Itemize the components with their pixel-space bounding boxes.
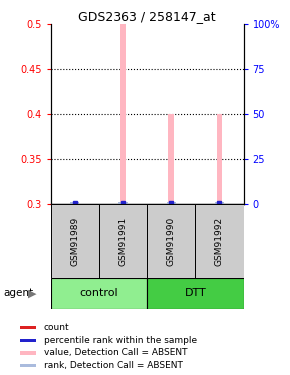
Text: rank, Detection Call = ABSENT: rank, Detection Call = ABSENT (44, 361, 182, 370)
Text: percentile rank within the sample: percentile rank within the sample (44, 336, 197, 345)
Bar (215, 202, 224, 204)
Text: GSM91990: GSM91990 (167, 216, 176, 266)
Text: count: count (44, 323, 69, 332)
Bar (217, 114, 222, 204)
Bar (120, 24, 126, 204)
Text: value, Detection Call = ABSENT: value, Detection Call = ABSENT (44, 348, 187, 357)
Bar (118, 202, 128, 204)
Text: GSM91989: GSM91989 (70, 216, 79, 266)
Bar (51, 278, 147, 309)
Bar (20, 326, 36, 329)
Bar (167, 202, 176, 204)
Bar (20, 364, 36, 367)
Text: GSM91991: GSM91991 (119, 216, 128, 266)
Bar (20, 339, 36, 342)
Bar (195, 204, 244, 278)
Bar (20, 351, 36, 354)
Bar (70, 202, 79, 204)
Text: ▶: ▶ (28, 288, 36, 298)
Text: GSM91992: GSM91992 (215, 216, 224, 266)
Bar (168, 114, 174, 204)
Text: DTT: DTT (184, 288, 206, 298)
Bar (99, 204, 147, 278)
Text: control: control (80, 288, 118, 298)
Bar (147, 278, 244, 309)
Bar (147, 204, 195, 278)
Bar (51, 204, 99, 278)
Text: agent: agent (3, 288, 33, 298)
Title: GDS2363 / 258147_at: GDS2363 / 258147_at (78, 10, 216, 23)
